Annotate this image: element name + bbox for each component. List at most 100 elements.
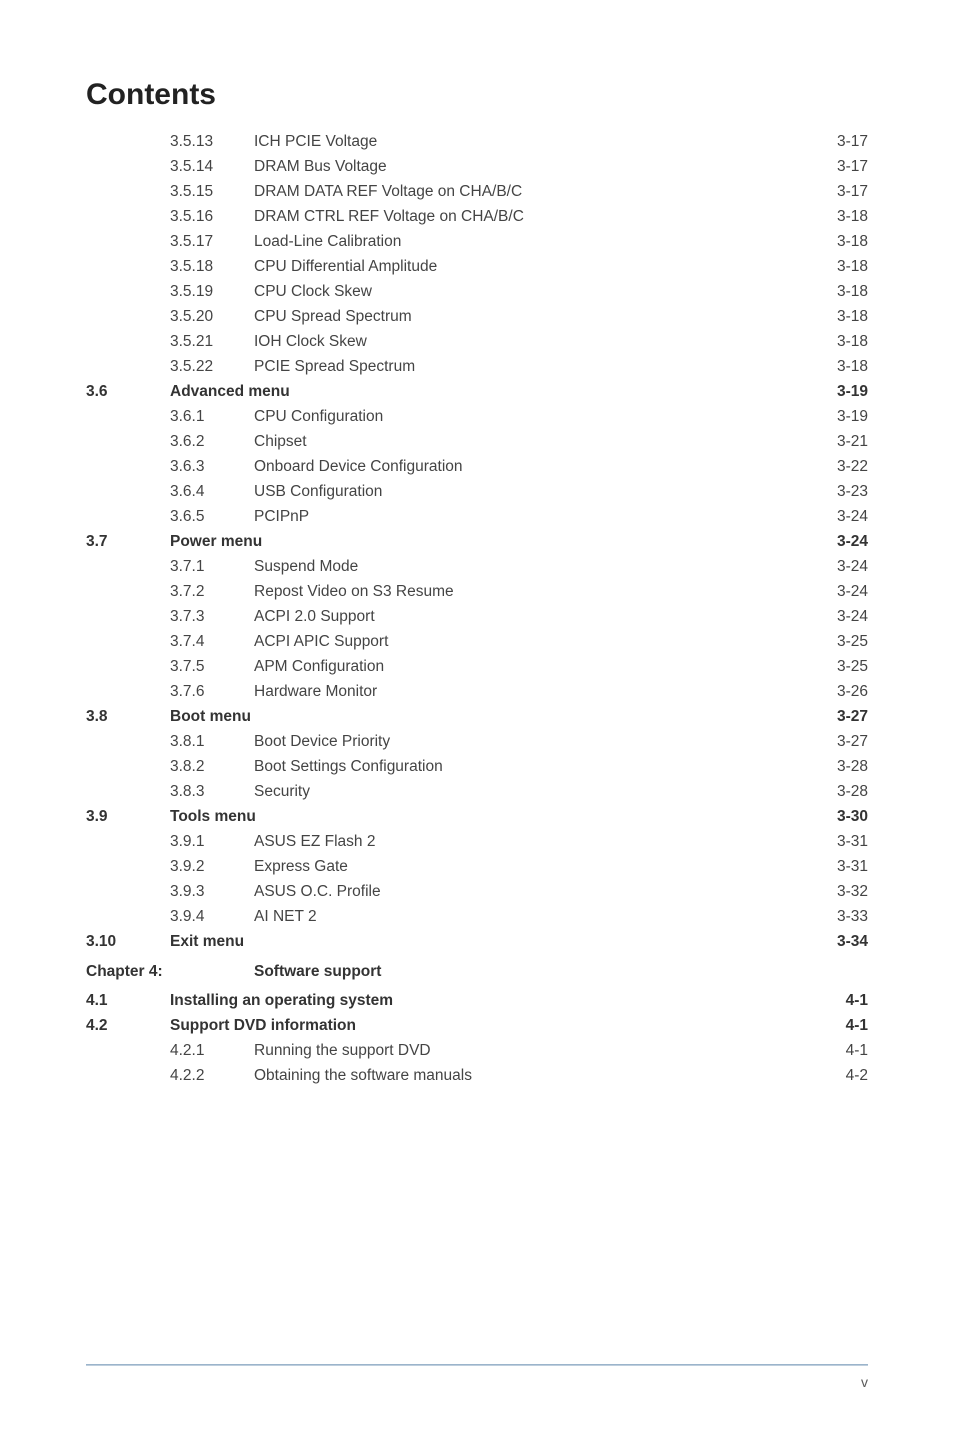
toc-subsection-number: 3.6.3: [170, 459, 254, 475]
toc-section: 3.10Exit menu 3-34: [86, 934, 868, 950]
toc-subsection: 3.5.18CPU Differential Amplitude 3-18: [86, 259, 868, 275]
toc-page-number: 3-25: [833, 659, 868, 675]
toc-entry-label: CPU Spread Spectrum: [254, 309, 412, 325]
toc-subsection: 3.5.21IOH Clock Skew 3-18: [86, 334, 868, 350]
toc-subsection-number: 3.7.1: [170, 559, 254, 575]
toc-page-number: 3-32: [833, 884, 868, 900]
toc-subsection-number: 3.5.21: [170, 334, 254, 350]
toc-chapter: Chapter 4:Software support: [86, 964, 868, 980]
toc-page-number: 3-19: [833, 409, 868, 425]
toc-page-number: 3-31: [833, 834, 868, 850]
toc-subsection: 3.7.6Hardware Monitor 3-26: [86, 684, 868, 700]
toc-subsection-number: 3.5.20: [170, 309, 254, 325]
toc-subsection: 3.5.15DRAM DATA REF Voltage on CHA/B/C 3…: [86, 184, 868, 200]
toc-page-number: 3-19: [833, 384, 868, 400]
toc-entry-label: CPU Configuration: [254, 409, 383, 425]
toc-subsection-number: 3.5.22: [170, 359, 254, 375]
toc-section-number: 3.7: [86, 534, 170, 550]
footer-rule: [86, 1364, 868, 1366]
toc-page-number: 3-31: [833, 859, 868, 875]
toc-subsection-number: 3.7.5: [170, 659, 254, 675]
toc-entry-label: ACPI APIC Support: [254, 634, 388, 650]
toc-entry-label: Chipset: [254, 434, 307, 450]
toc-entry-label: ACPI 2.0 Support: [254, 609, 375, 625]
toc-section-number: 4.2: [86, 1018, 170, 1034]
toc-entry-label: Support DVD information: [170, 1018, 356, 1034]
toc-page-number: 3-24: [833, 534, 868, 550]
toc-subsection: 3.6.4USB Configuration 3-23: [86, 484, 868, 500]
toc-subsection: 3.8.2Boot Settings Configuration 3-28: [86, 759, 868, 775]
toc-entry-label: IOH Clock Skew: [254, 334, 367, 350]
toc-subsection-number: 4.2.2: [170, 1068, 254, 1084]
toc-page-number: 3-21: [833, 434, 868, 450]
toc-page-number: 3-26: [833, 684, 868, 700]
toc-entry-label: Obtaining the software manuals: [254, 1068, 472, 1084]
toc-entry-label: DRAM Bus Voltage: [254, 159, 387, 175]
toc-entry-label: Exit menu: [170, 934, 244, 950]
toc-entry-label: PCIPnP: [254, 509, 309, 525]
toc-subsection-number: 3.9.1: [170, 834, 254, 850]
chapter-number: Chapter 4:: [86, 964, 254, 980]
toc-page-number: 3-22: [833, 459, 868, 475]
toc-page-number: 4-2: [842, 1068, 868, 1084]
toc-entry-label: Advanced menu: [170, 384, 290, 400]
toc-subsection: 3.5.20CPU Spread Spectrum 3-18: [86, 309, 868, 325]
toc-subsection-number: 3.8.2: [170, 759, 254, 775]
toc-subsection-number: 3.6.4: [170, 484, 254, 500]
toc-subsection-number: 3.5.19: [170, 284, 254, 300]
toc-entry-label: CPU Clock Skew: [254, 284, 372, 300]
toc-page-number: 3-33: [833, 909, 868, 925]
toc-page-number: 3-18: [833, 284, 868, 300]
toc-subsection: 4.2.2Obtaining the software manuals 4-2: [86, 1068, 868, 1084]
toc-entry-label: Express Gate: [254, 859, 348, 875]
toc-subsection-number: 3.9.3: [170, 884, 254, 900]
toc-page-number: 3-28: [833, 759, 868, 775]
toc-page-number: 3-23: [833, 484, 868, 500]
toc-subsection: 3.5.22PCIE Spread Spectrum 3-18: [86, 359, 868, 375]
toc-entry-label: Power menu: [170, 534, 262, 550]
toc-page-number: 3-18: [833, 359, 868, 375]
toc-subsection: 3.6.3Onboard Device Configuration 3-22: [86, 459, 868, 475]
toc-entry-label: AI NET 2: [254, 909, 317, 925]
toc-page-number: 3-24: [833, 509, 868, 525]
toc-entry-label: Suspend Mode: [254, 559, 358, 575]
toc-entry-label: ASUS EZ Flash 2: [254, 834, 375, 850]
toc-entry-label: Installing an operating system: [170, 993, 393, 1009]
toc-subsection-number: 3.5.16: [170, 209, 254, 225]
toc-section: 3.6Advanced menu 3-19: [86, 384, 868, 400]
toc-section: 3.7Power menu 3-24: [86, 534, 868, 550]
toc-subsection-number: 3.9.4: [170, 909, 254, 925]
toc-subsection: 3.5.19CPU Clock Skew 3-18: [86, 284, 868, 300]
toc-section: 3.8Boot menu 3-27: [86, 709, 868, 725]
toc-page-number: 3-17: [833, 159, 868, 175]
toc-entry-label: DRAM CTRL REF Voltage on CHA/B/C: [254, 209, 524, 225]
toc-subsection-number: 3.8.3: [170, 784, 254, 800]
toc-subsection-number: 3.6.1: [170, 409, 254, 425]
toc-subsection-number: 3.6.2: [170, 434, 254, 450]
toc-section-number: 4.1: [86, 993, 170, 1009]
toc-subsection: 3.6.5PCIPnP 3-24: [86, 509, 868, 525]
toc-subsection: 3.9.4AI NET 2 3-33: [86, 909, 868, 925]
toc-entry-label: PCIE Spread Spectrum: [254, 359, 415, 375]
toc-subsection: 3.7.3ACPI 2.0 Support 3-24: [86, 609, 868, 625]
toc-page-number: 4-1: [842, 993, 868, 1009]
toc-entry-label: Repost Video on S3 Resume: [254, 584, 454, 600]
toc-subsection-number: 3.7.2: [170, 584, 254, 600]
toc-section-number: 3.9: [86, 809, 170, 825]
toc-section-number: 3.10: [86, 934, 170, 950]
toc-entry-label: Security: [254, 784, 310, 800]
toc-page-number: 3-34: [833, 934, 868, 950]
toc-page-number: 3-18: [833, 259, 868, 275]
toc-subsection: 3.5.17Load-Line Calibration 3-18: [86, 234, 868, 250]
page-title: Contents: [86, 78, 868, 112]
toc-page-number: 3-24: [833, 584, 868, 600]
footer-page-number: v: [86, 1374, 868, 1390]
toc-page-number: 3-24: [833, 559, 868, 575]
toc-subsection: 3.9.2Express Gate 3-31: [86, 859, 868, 875]
toc-subsection: 4.2.1Running the support DVD 4-1: [86, 1043, 868, 1059]
toc-entry-label: CPU Differential Amplitude: [254, 259, 437, 275]
toc-entry-label: USB Configuration: [254, 484, 382, 500]
toc-page-number: 3-18: [833, 234, 868, 250]
toc-subsection: 3.5.13ICH PCIE Voltage 3-17: [86, 134, 868, 150]
toc-subsection: 3.6.2Chipset 3-21: [86, 434, 868, 450]
